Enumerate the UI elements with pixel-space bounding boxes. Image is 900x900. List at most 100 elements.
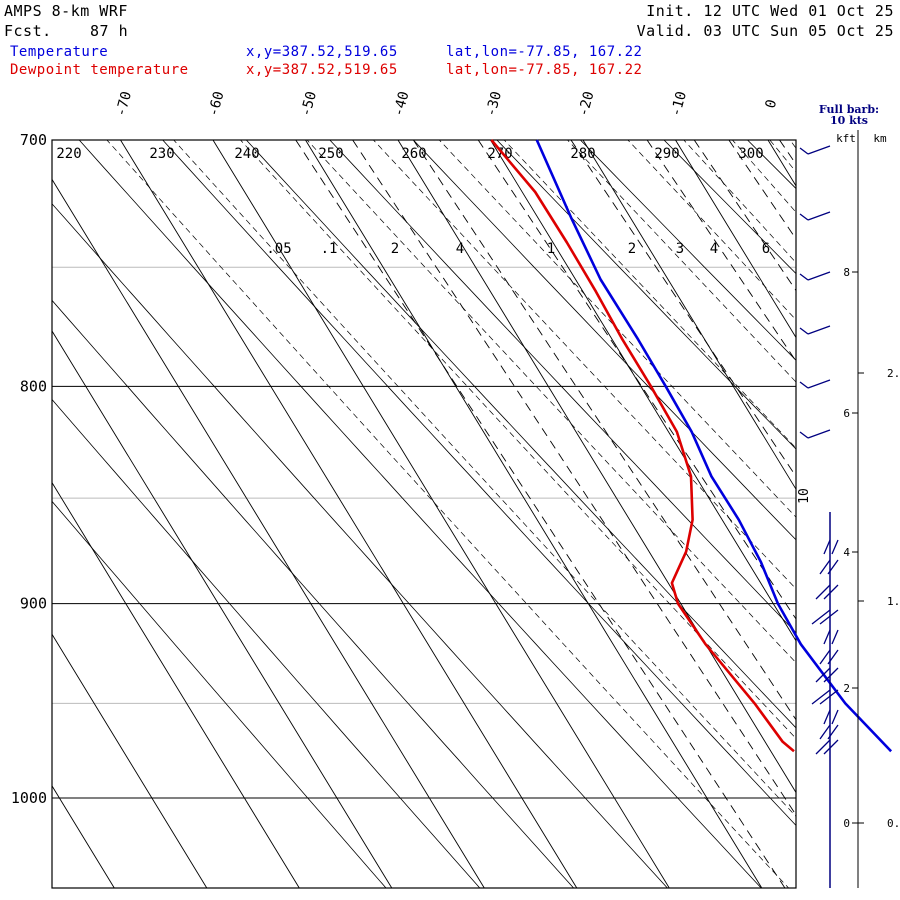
- isotherm: [52, 178, 485, 888]
- moist-adiabat: [240, 140, 796, 740]
- kft-tick-label: 6: [843, 407, 850, 420]
- mixing-ratio-line: [570, 140, 796, 478]
- wind-barb: [815, 739, 839, 755]
- mixing-ratio-line: [728, 140, 796, 240]
- wind-barb: [823, 539, 839, 555]
- temperature-tick-label: -70: [113, 90, 135, 119]
- mixing-ratio-label: 4: [710, 241, 718, 257]
- moist-adiabat: [306, 140, 796, 664]
- mixing-ratio-label: .05: [266, 241, 291, 257]
- mixing-ratio-label: 6: [762, 241, 770, 257]
- moist-adiabat: [173, 140, 796, 817]
- dry-adiabat: [860, 87, 900, 900]
- moist-adiabat: [683, 140, 796, 264]
- temperature-tick-label: 0: [763, 98, 781, 110]
- wind-speed-label: 10: [797, 488, 812, 504]
- legend-dewpoint-xy: x,y=387.52,519.65: [246, 62, 398, 78]
- theta-label: 240: [234, 146, 259, 162]
- km-label: km: [873, 132, 887, 145]
- isotherm: [52, 330, 393, 888]
- wind-barb: [811, 609, 839, 625]
- temperature-profile-line: [535, 139, 893, 753]
- wind-barb: [799, 145, 831, 155]
- legend-dewpoint-label: Dewpoint temperature: [10, 62, 189, 78]
- barb-key-line1: Full barb:: [818, 103, 880, 116]
- forecast-hours: 87 h: [90, 22, 129, 40]
- dry-adiabat: [412, 140, 796, 541]
- wind-barb: [799, 211, 831, 221]
- isotherm: [490, 140, 796, 642]
- wind-barb: [823, 709, 839, 725]
- km-tick-label: 2.: [887, 367, 900, 380]
- mixing-ratio-line: [413, 140, 796, 721]
- wind-barb: [799, 271, 831, 281]
- theta-label: 280: [570, 146, 595, 162]
- pressure-tick-label: 1000: [11, 789, 47, 807]
- temperature-tick-label: -50: [298, 90, 320, 119]
- dry-adiabat: [52, 500, 387, 888]
- mixing-ratio-label: 3: [676, 241, 684, 257]
- moist-adiabat: [372, 140, 796, 590]
- wind-barb: [811, 689, 839, 705]
- moist-adiabat: [627, 140, 796, 321]
- mixing-ratio-label: .1: [321, 241, 338, 257]
- mixing-ratio-line: [477, 140, 796, 620]
- valid-time: Valid. 03 UTC Sun 05 Oct 25: [636, 22, 894, 40]
- kft-tick-label: 8: [843, 266, 850, 279]
- mixing-ratio-line: [693, 140, 796, 292]
- legend-temperature-latlon: lat,lon=-77.85, 167.22: [446, 44, 643, 60]
- mixing-ratio-line: [646, 140, 796, 362]
- isotherm: [212, 140, 670, 888]
- moist-adiabat: [789, 140, 796, 149]
- barb-key-line2: 10 kts: [829, 114, 869, 127]
- theta-label: 220: [56, 146, 81, 162]
- forecast-label: Fcst.: [4, 22, 52, 40]
- dry-adiabat: [663, 140, 796, 275]
- isotherm: [305, 140, 763, 888]
- dry-adiabat: [579, 140, 796, 361]
- wind-barb: [799, 429, 831, 439]
- pressure-tick-label: 800: [20, 377, 47, 395]
- moist-adiabat: [438, 140, 796, 518]
- isotherm: [52, 481, 300, 888]
- temperature-tick-label: -30: [483, 90, 505, 119]
- wind-barb: [799, 379, 831, 389]
- wind-barb: [815, 584, 839, 600]
- mixing-ratio-line: [779, 140, 796, 165]
- dry-adiabat: [162, 140, 796, 826]
- mixing-ratio-line: [352, 140, 796, 816]
- pressure-tick-label: 900: [20, 595, 47, 613]
- kft-label: kft: [836, 132, 856, 145]
- legend-dewpoint-latlon: lat,lon=-77.85, 167.22: [446, 62, 643, 78]
- plot-frame: [51, 139, 797, 889]
- moist-adiabat: [106, 140, 790, 888]
- init-time: Init. 12 UTC Wed 01 Oct 25: [646, 2, 894, 20]
- kft-tick-label: 4: [843, 546, 850, 559]
- isotherm: [52, 633, 208, 888]
- wind-barb: [823, 629, 839, 645]
- temperature-tick-label: -20: [575, 90, 597, 119]
- dry-adiabat: [78, 140, 762, 888]
- temperature-tick-label: -40: [390, 90, 412, 119]
- isotherm: [675, 140, 796, 339]
- dry-adiabat: [329, 140, 796, 634]
- mixing-ratio-line: [295, 140, 786, 888]
- dry-adiabat: [52, 203, 668, 888]
- legend-temperature-label: Temperature: [10, 44, 109, 60]
- isotherm: [582, 140, 796, 491]
- wind-barb: [799, 325, 831, 335]
- wind-barb: [819, 559, 839, 575]
- wind-barb: [819, 724, 839, 740]
- wind-barb: [819, 649, 839, 665]
- barb-key: Full barb: 10 kts: [814, 104, 884, 126]
- theta-label: 260: [401, 146, 426, 162]
- kft-tick-label: 0: [843, 817, 850, 830]
- dry-adiabat: [52, 398, 481, 888]
- pressure-tick-label: 700: [20, 131, 47, 149]
- plot-area: [52, 87, 900, 900]
- theta-label: 230: [149, 146, 174, 162]
- isotherm: [52, 785, 115, 888]
- km-tick-label: 1.: [887, 595, 900, 608]
- dry-adiabat: [496, 140, 796, 450]
